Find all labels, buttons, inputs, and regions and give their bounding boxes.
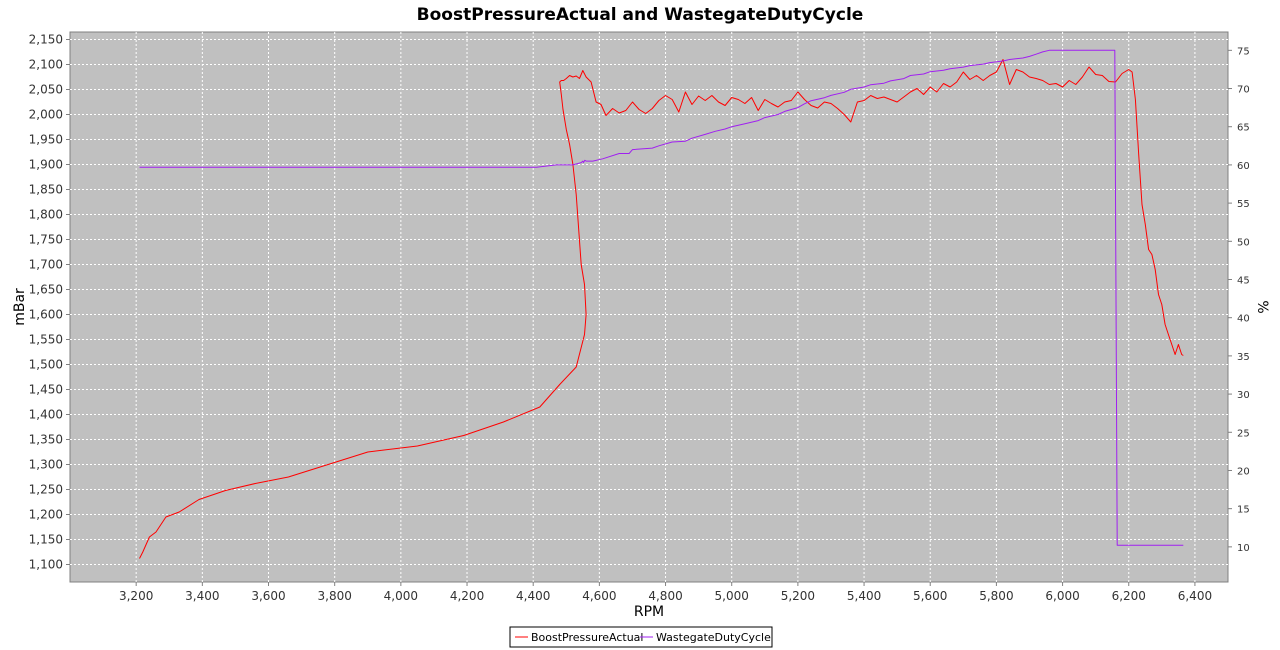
grid-layer [70, 32, 1228, 582]
axes-layer: 3,200 3,400 3,600 3,800 4,000 4,200 4,400 4,600… [29, 33, 1250, 604]
y-tick-label: 1,200 [29, 508, 63, 522]
y2-tick-label: 75 [1237, 46, 1250, 57]
y-tick-label: 2,000 [29, 108, 63, 122]
y-tick-label: 2,050 [29, 83, 63, 97]
x-tick-label: 3,800 [318, 589, 352, 603]
x-tick-label: 5,200 [781, 589, 815, 603]
x-tick-label: 4,400 [516, 589, 550, 603]
y-tick-label: 1,900 [29, 158, 63, 172]
y-tick-label: 1,100 [29, 558, 63, 572]
y2-tick-label: 40 [1237, 314, 1250, 325]
y-tick-label: 2,150 [29, 33, 63, 47]
y-tick-label: 1,400 [29, 408, 63, 422]
y2-axis-label: % [1254, 300, 1270, 313]
legend-label-boost-pressure: BoostPressureActual [531, 631, 643, 644]
series-line-wastegate-duty [139, 49, 1184, 546]
x-tick-label: 3,200 [119, 589, 153, 603]
y2-tick-label: 25 [1237, 428, 1250, 439]
legend: BoostPressureActual WastegateDutyCycle [509, 626, 773, 648]
y-tick-label: 1,600 [29, 308, 63, 322]
x-tick-label: 5,000 [715, 589, 749, 603]
y-tick-label: 1,950 [29, 133, 63, 147]
y2-tick-label: 50 [1237, 237, 1250, 248]
chart-title: BoostPressureActual and WastegateDutyCyc… [417, 5, 864, 25]
y-tick-label: 1,750 [29, 233, 63, 247]
x-tick-label: 6,400 [1178, 589, 1212, 603]
x-tick-label: 5,800 [979, 589, 1013, 603]
legend-label-wastegate-duty: WastegateDutyCycle [656, 631, 771, 644]
y-tick-label: 2,100 [29, 58, 63, 72]
y-tick-label: 1,800 [29, 208, 63, 222]
y2-tick-label: 60 [1237, 161, 1250, 172]
x-tick-label: 3,400 [185, 589, 219, 603]
x-tick-label: 6,200 [1112, 589, 1146, 603]
y2-tick-label: 70 [1237, 85, 1250, 96]
y2-tick-label: 10 [1237, 543, 1250, 554]
y-tick-label: 1,850 [29, 183, 63, 197]
y-tick-label: 1,150 [29, 533, 63, 547]
y-tick-label: 1,700 [29, 258, 63, 272]
x-tick-label: 5,400 [847, 589, 881, 603]
y2-tick-label: 65 [1237, 123, 1250, 134]
y-tick-label: 1,650 [29, 283, 63, 297]
x-tick-label: 4,800 [648, 589, 682, 603]
y2-tick-label: 45 [1237, 276, 1250, 287]
y2-tick-label: 20 [1237, 466, 1250, 477]
y-tick-label: 1,250 [29, 483, 63, 497]
x-tick-label: 3,600 [251, 589, 285, 603]
y2-tick-label: 15 [1237, 505, 1250, 516]
x-tick-label: 4,200 [450, 589, 484, 603]
x-tick-label: 6,000 [1045, 589, 1079, 603]
y-tick-label: 1,500 [29, 358, 63, 372]
y-tick-label: 1,450 [29, 383, 63, 397]
series-line-boost-pressure [139, 59, 1184, 559]
x-axis-label: RPM [634, 604, 664, 620]
series-layer [139, 49, 1184, 559]
y2-tick-label: 55 [1237, 199, 1250, 210]
y-tick-label: 1,550 [29, 333, 63, 347]
y-tick-label: 1,350 [29, 433, 63, 447]
y-axis-label: mBar [12, 288, 28, 326]
x-tick-label: 4,000 [384, 589, 418, 603]
x-tick-label: 4,600 [582, 589, 616, 603]
y2-tick-label: 35 [1237, 352, 1250, 363]
y2-tick-label: 30 [1237, 390, 1250, 401]
plot-area [69, 31, 1229, 583]
y-tick-label: 1,300 [29, 458, 63, 472]
x-tick-label: 5,600 [913, 589, 947, 603]
